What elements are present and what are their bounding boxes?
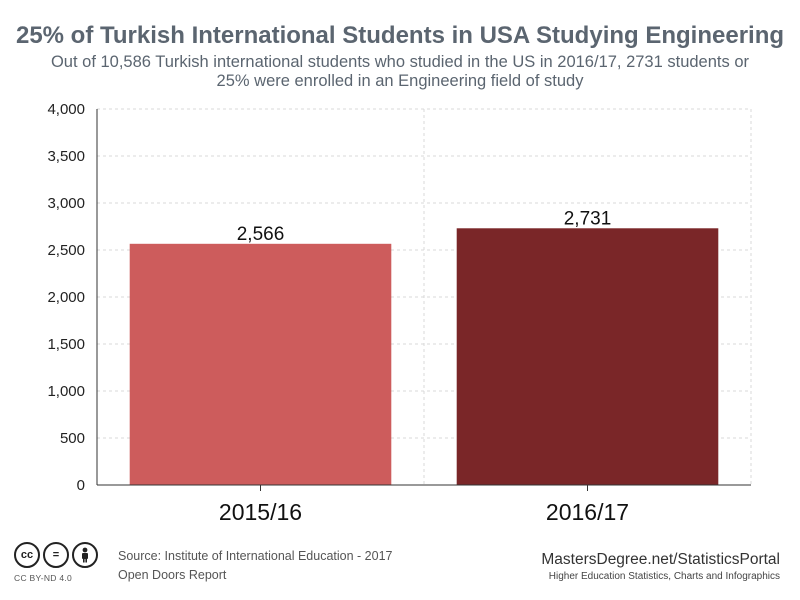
subtitle-line-2: 25% were enrolled in an Engineering fiel… [216, 72, 584, 90]
bar [129, 243, 392, 485]
source-line-2: Open Doors Report [118, 568, 227, 582]
by-person-icon [72, 542, 98, 568]
subtitle-line-1: Out of 10,586 Turkish international stud… [50, 53, 750, 71]
chart-subtitle: Out of 10,586 Turkish international stud… [0, 53, 800, 91]
source-line-1: Source: Institute of International Educa… [118, 549, 393, 563]
bar [456, 228, 719, 485]
nd-equals-icon: = [43, 542, 69, 568]
cc-icon: cc [14, 542, 40, 568]
license-block: cc = CC BY-ND 4.0 [14, 542, 98, 583]
x-tick-label: 2015/16 [219, 499, 302, 525]
chart-title: 25% of Turkish International Students in… [15, 22, 785, 49]
brand-block: MastersDegree.net/StatisticsPortal Highe… [541, 551, 780, 582]
bars [129, 228, 719, 485]
y-tick-label: 4,000 [47, 101, 85, 118]
y-tick-label: 2,000 [47, 289, 85, 306]
x-tick-label: 2016/17 [546, 499, 629, 525]
license-label: CC BY-ND 4.0 [14, 573, 73, 583]
y-tick-label: 3,000 [47, 195, 85, 212]
x-axis-tick-labels: 2015/16 2016/17 [219, 499, 629, 525]
source-note: Source: Institute of International Educa… [118, 547, 392, 585]
y-tick-label: 2,500 [47, 242, 85, 259]
y-tick-label: 500 [60, 430, 85, 447]
data-label: 2,566 [237, 224, 285, 245]
y-tick-label: 1,500 [47, 336, 85, 353]
y-tick-label: 1,000 [47, 383, 85, 400]
data-labels: 2,566 2,731 [237, 208, 612, 245]
y-tick-label: 0 [77, 477, 85, 494]
brand-name: MastersDegree.net/StatisticsPortal [541, 551, 780, 568]
y-axis-tick-labels: 0 500 1,000 1,500 2,000 2,500 3,000 3,500 4,000 [47, 101, 85, 494]
y-tick-label: 3,500 [47, 148, 85, 165]
axes [96, 109, 751, 491]
data-label: 2,731 [564, 208, 612, 229]
brand-tagline: Higher Education Statistics, Charts and … [548, 571, 780, 582]
